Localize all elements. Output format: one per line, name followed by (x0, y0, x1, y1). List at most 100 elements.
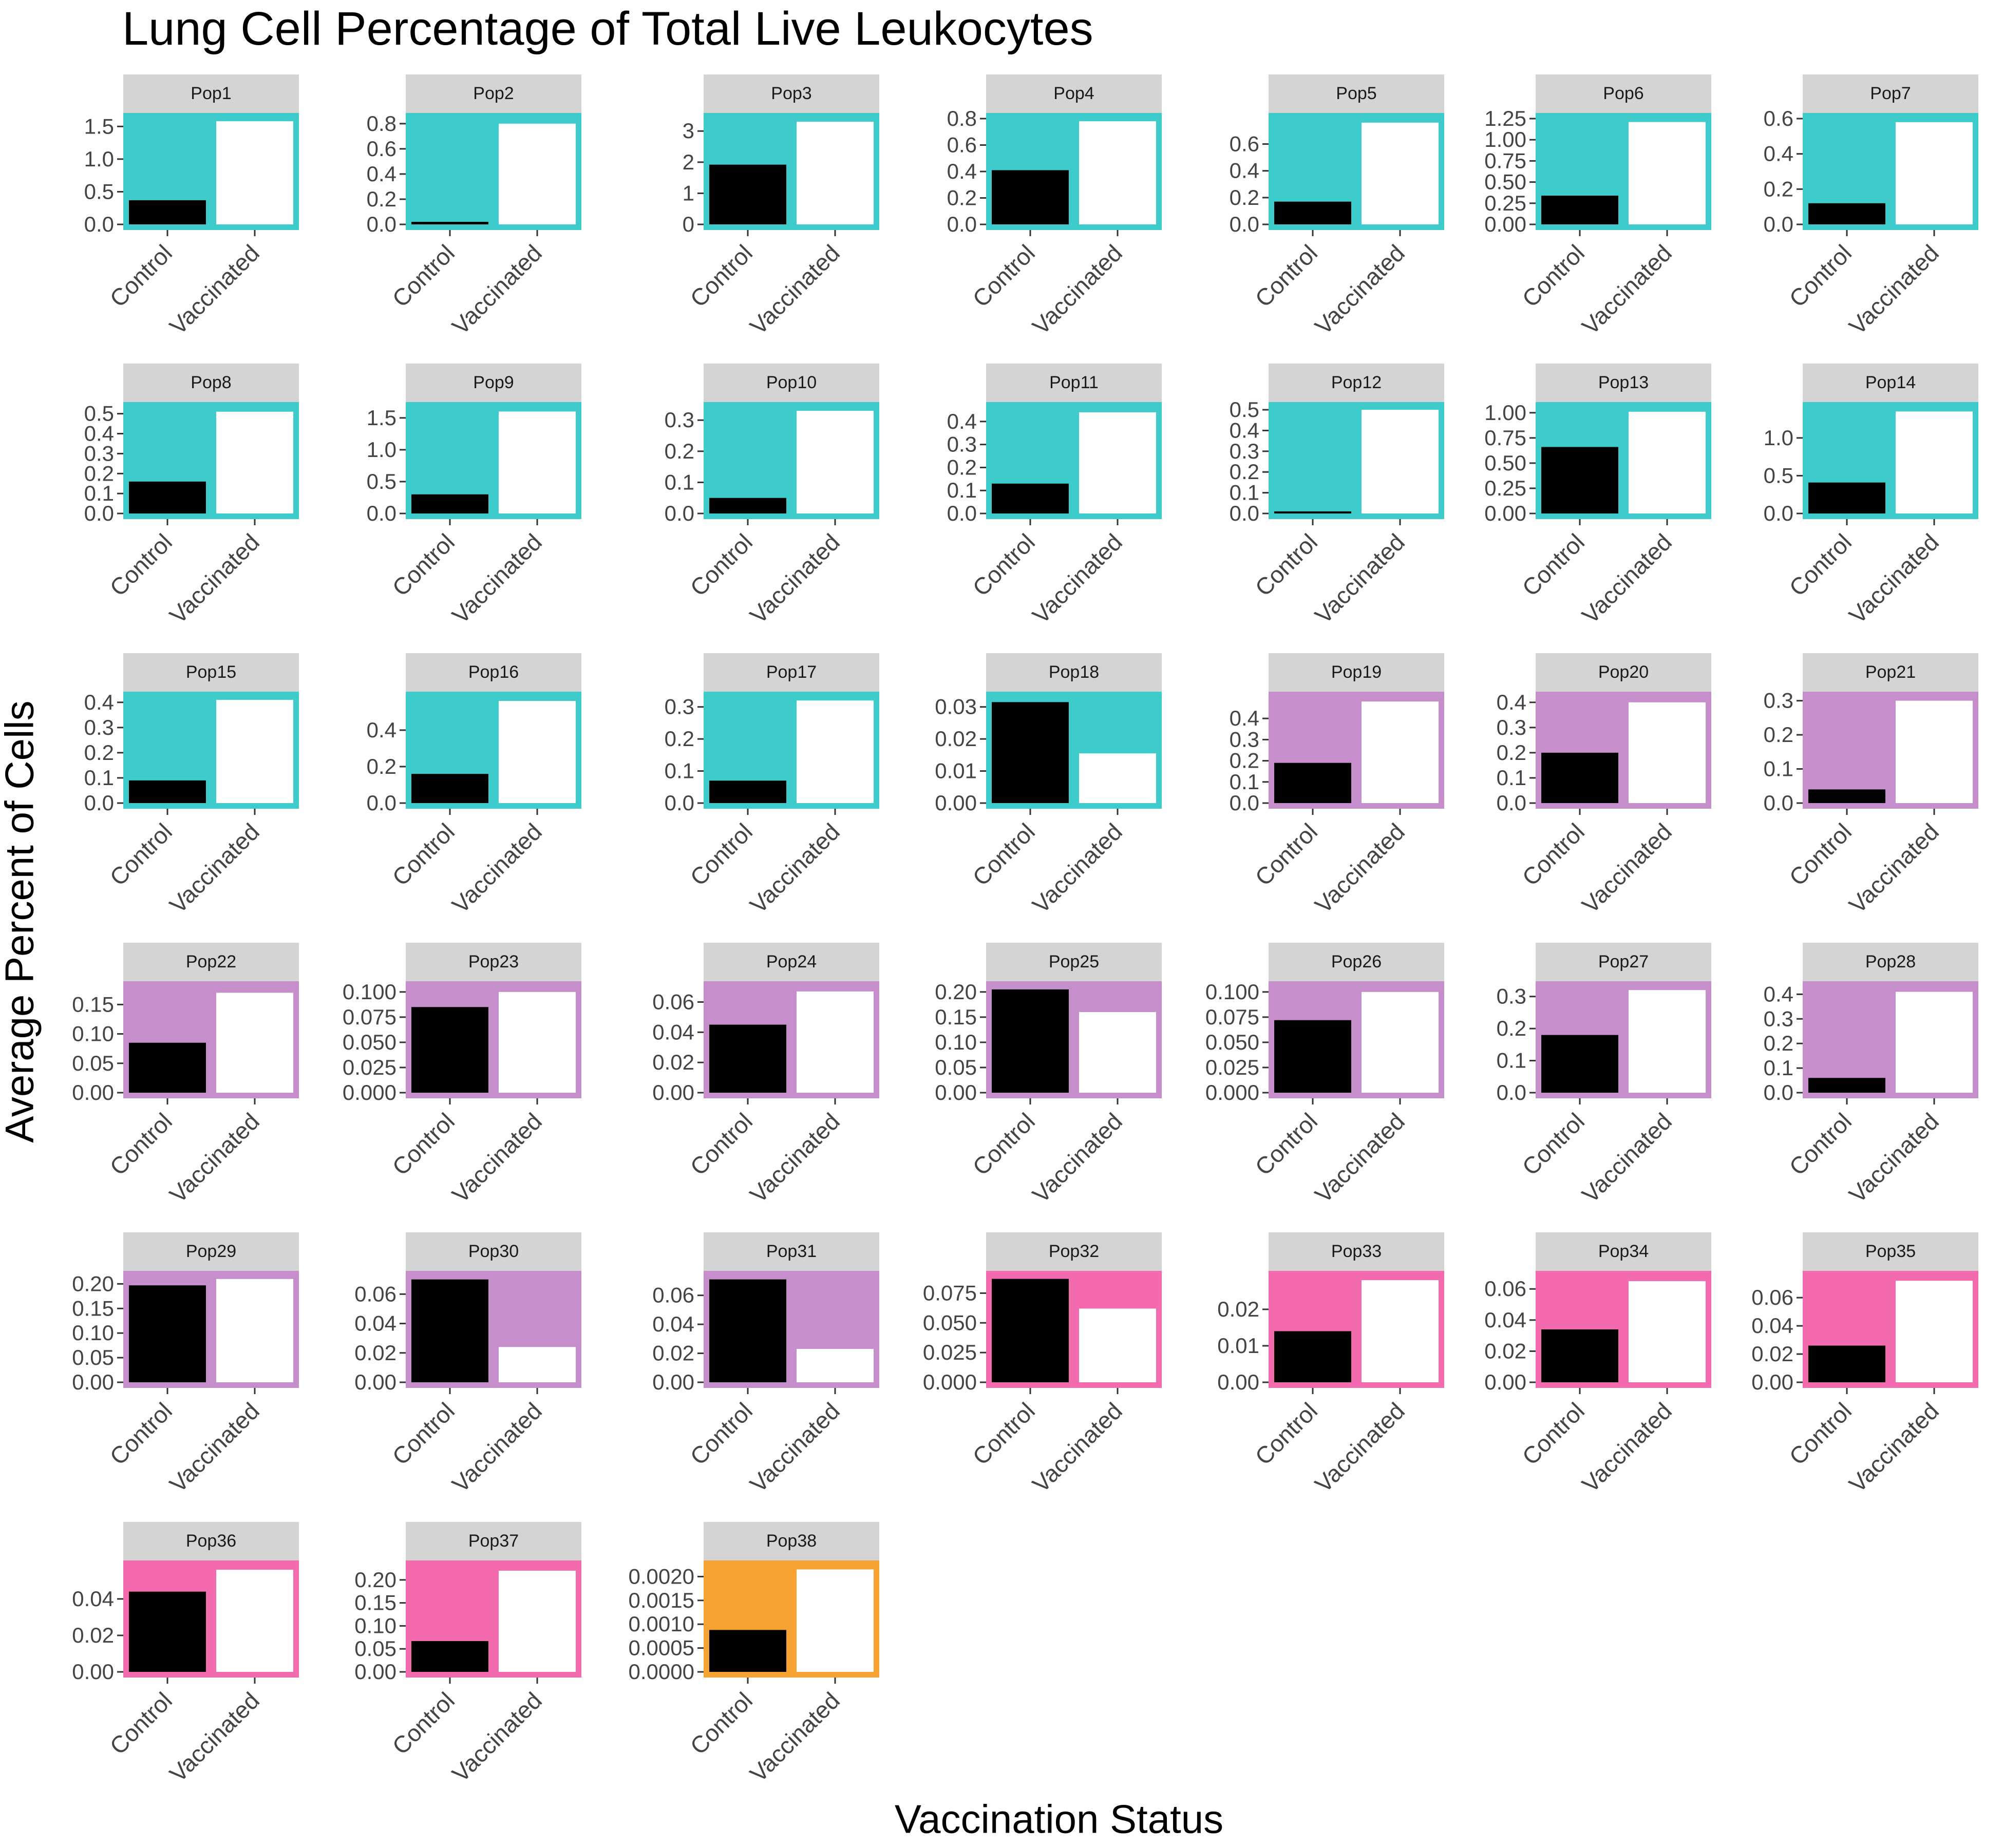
y-tick-label: 0.06 (1484, 1277, 1526, 1301)
y-tick-label: 0.8 (947, 106, 977, 130)
x-tick-label: Vaccinated (745, 1108, 845, 1208)
y-tick-label: 3 (683, 119, 694, 143)
bar-vaccinated (1079, 1308, 1156, 1382)
x-tick-label: Vaccinated (164, 818, 264, 918)
facet-strip-label: Pop1 (191, 84, 231, 103)
y-tick-label: 0.0 (1764, 212, 1793, 236)
x-tick-label: Vaccinated (1844, 528, 1944, 628)
y-tick-label: 0.000 (923, 1370, 977, 1394)
bar-vaccinated (216, 1570, 293, 1672)
y-tick-label: 0.0 (1230, 791, 1259, 815)
y-tick-label: 0.02 (1751, 1342, 1793, 1366)
y-tick-label: 0.15 (935, 1005, 977, 1029)
facet-strip (123, 74, 299, 113)
x-tick-label: Control (387, 1687, 460, 1760)
y-tick-label: 0.05 (935, 1055, 977, 1079)
y-tick-label: 0 (683, 212, 694, 236)
bar-control (1808, 482, 1885, 513)
y-tick-label: 0.075 (1205, 1005, 1259, 1029)
y-tick-label: 0.4 (1230, 706, 1259, 730)
x-tick-label: Vaccinated (745, 1397, 845, 1497)
y-tick-label: 0.02 (652, 1341, 694, 1365)
facet-strip-label: Pop18 (1049, 662, 1099, 682)
y-tick-label: 0.0015 (629, 1588, 694, 1612)
y-tick-label: 0.6 (1764, 106, 1793, 130)
bar-control (411, 774, 488, 803)
x-tick-label: Vaccinated (1027, 528, 1127, 628)
facet-strip-label: Pop8 (191, 373, 231, 392)
y-tick-label: 0.1 (1497, 766, 1526, 790)
y-tick-label: 0.1 (1230, 481, 1259, 505)
y-tick-label: 0.0 (947, 501, 977, 525)
bar-control (709, 1630, 786, 1672)
x-tick-label: Control (1517, 818, 1590, 891)
y-tick-label: 0.03 (935, 695, 977, 719)
x-tick-label: Vaccinated (1310, 528, 1410, 628)
y-tick-label: 0.1 (665, 470, 694, 494)
y-tick-label: 0.4 (367, 718, 396, 742)
y-tick-label: 0.4 (1230, 418, 1259, 442)
facet-strip-label: Pop12 (1331, 373, 1382, 392)
y-tick-label: 0.3 (1230, 727, 1259, 751)
y-tick-label: 0.4 (84, 690, 114, 714)
y-tick-label: 1 (683, 181, 694, 205)
facet-strip-label: Pop24 (766, 952, 817, 971)
x-tick-label: Control (967, 528, 1040, 601)
bar-vaccinated (1079, 753, 1156, 803)
y-tick-label: 0.3 (1497, 984, 1526, 1008)
facet-strip (704, 943, 879, 981)
bar-control (1808, 1078, 1885, 1093)
y-tick-label: 0.2 (947, 186, 977, 210)
x-tick-label: Control (1784, 239, 1857, 312)
y-tick-label: 0.0 (1230, 212, 1259, 236)
y-tick-label: 0.2 (1230, 185, 1259, 209)
facet-strip-label: Pop38 (766, 1531, 817, 1551)
bar-control (1274, 763, 1351, 803)
facet-strip (1803, 1232, 1978, 1271)
x-tick-label: Vaccinated (1844, 818, 1944, 918)
bar-control (411, 1007, 488, 1093)
bar-control (1541, 1035, 1618, 1093)
bar-control (411, 222, 488, 224)
bar-vaccinated (797, 991, 874, 1093)
facet-strip (1269, 364, 1444, 402)
facet-strip-label: Pop23 (468, 952, 519, 971)
bar-control (1274, 1020, 1351, 1093)
facet-strip-label: Pop10 (766, 373, 817, 392)
y-tick-label: 0.04 (72, 1587, 114, 1611)
bar-vaccinated (797, 122, 874, 224)
x-tick-label: Control (387, 1108, 460, 1180)
x-tick-label: Vaccinated (1577, 1108, 1677, 1208)
y-tick-label: 0.100 (1205, 980, 1259, 1004)
y-tick-label: 0.0 (1764, 791, 1793, 815)
facet-strip (704, 74, 879, 113)
bar-vaccinated (797, 1349, 874, 1382)
x-tick-label: Vaccinated (1027, 1397, 1127, 1497)
y-tick-label: 0.2 (367, 754, 396, 778)
x-tick-label: Control (685, 528, 758, 601)
bar-vaccinated (216, 121, 293, 224)
facet-pop32: Pop32 0.000 0.025 0.050 0.075 ControlVaccinat… (923, 1232, 1162, 1498)
bar-control (129, 1042, 206, 1093)
x-tick-label: Control (685, 818, 758, 891)
facet-strip (406, 1522, 581, 1560)
y-tick-label: 0.0 (1764, 501, 1793, 525)
y-tick-label: 0.50 (1484, 170, 1526, 194)
x-tick-label: Vaccinated (1844, 1108, 1944, 1208)
y-tick-label: 0.20 (72, 1271, 114, 1295)
y-tick-label: 1.0 (84, 147, 114, 171)
y-tick-label: 0.2 (1764, 1031, 1793, 1055)
bar-vaccinated (499, 123, 576, 224)
y-tick-label: 0.3 (1497, 715, 1526, 739)
